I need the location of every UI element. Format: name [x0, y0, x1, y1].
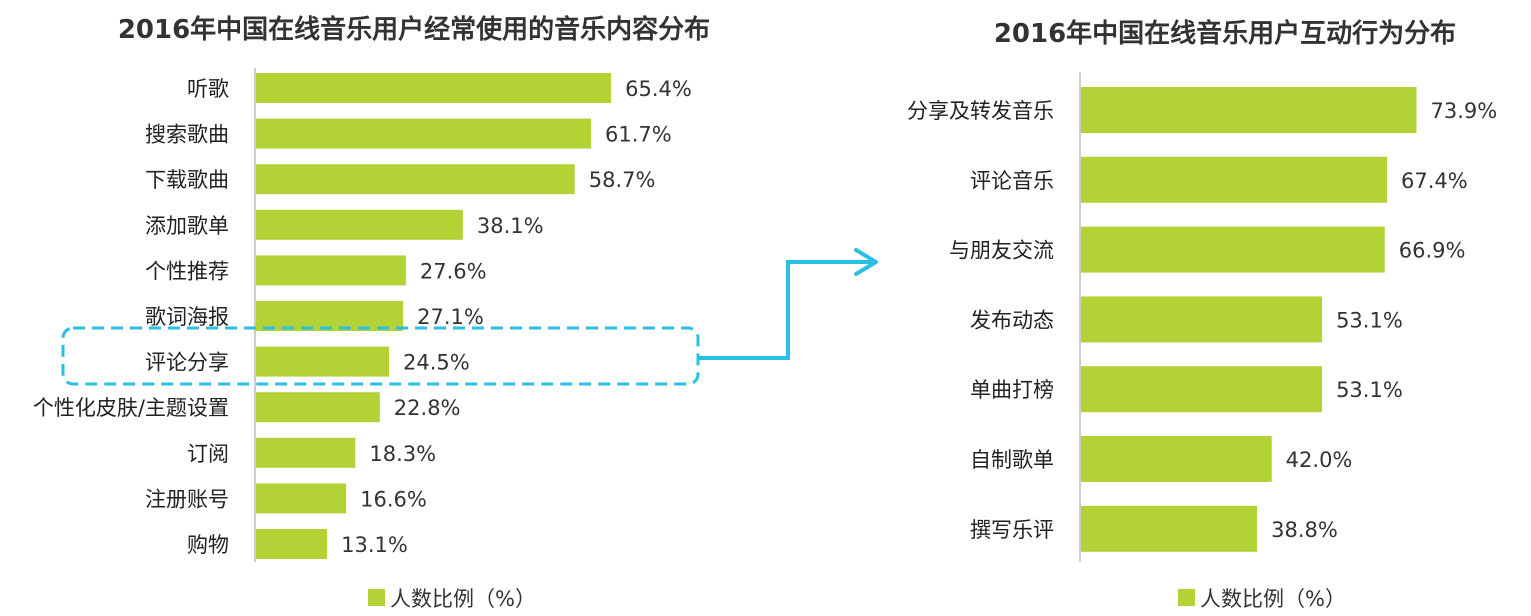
left-category-label: 搜索歌曲: [145, 123, 229, 147]
left-bar: [256, 118, 592, 149]
right-bar: [1081, 505, 1258, 552]
chart-left-title: 2016年中国在线音乐用户经常使用的音乐内容分布: [118, 14, 710, 45]
left-bar: [256, 73, 612, 103]
arrow-head-icon: [854, 248, 878, 276]
left-bar: [256, 164, 575, 195]
left-bar: [256, 437, 356, 468]
right-bar: [1081, 296, 1323, 343]
left-value-label: 24.5%: [403, 351, 470, 375]
left-value-label: 16.6%: [360, 487, 427, 511]
right-legend-swatch: [1178, 589, 1195, 606]
right-bar: [1081, 366, 1323, 413]
left-value-label: 65.4%: [625, 77, 692, 101]
right-value-label: 66.9%: [1399, 239, 1466, 263]
right-bars-group: 分享及转发音乐 73.9% 评论音乐 67.4% 与朋友交流 66.9% 发布动态 53.1%…: [907, 87, 1497, 552]
right-value-label: 67.4%: [1401, 169, 1468, 193]
right-value-label: 42.0%: [1286, 448, 1353, 472]
right-category-label: 撰写乐评: [970, 518, 1054, 542]
right-category-label: 与朋友交流: [949, 239, 1054, 263]
right-category-label: 评论音乐: [970, 169, 1054, 193]
right-value-label: 53.1%: [1336, 378, 1403, 402]
right-value-label: 38.8%: [1271, 518, 1338, 542]
left-value-label: 27.6%: [420, 259, 487, 283]
left-bars-group: 听歌 65.4% 搜索歌曲 61.7% 下载歌曲 58.7% 添加歌单 38.1% 个性推荐 27…: [33, 73, 692, 559]
left-category-label: 添加歌单: [145, 214, 229, 238]
right-bar: [1081, 156, 1387, 203]
left-bar: [256, 209, 463, 240]
left-value-label: 61.7%: [605, 123, 672, 147]
right-value-label: 73.9%: [1431, 99, 1498, 123]
left-bar: [256, 529, 328, 559]
right-category-label: 分享及转发音乐: [907, 99, 1054, 123]
left-bar: [256, 255, 406, 286]
left-category-label: 个性推荐: [145, 259, 229, 283]
left-category-label: 歌词海报: [145, 305, 229, 329]
left-legend-swatch: [368, 589, 385, 606]
right-category-label: 发布动态: [970, 308, 1054, 332]
left-legend-label: 人数比例（%）: [390, 587, 536, 611]
left-category-label: 订阅: [187, 442, 229, 466]
left-value-label: 38.1%: [477, 214, 544, 238]
left-value-label: 22.8%: [394, 396, 461, 420]
right-bar: [1081, 436, 1272, 482]
left-bar: [256, 346, 390, 377]
left-category-label: 个性化皮肤/主题设置: [33, 396, 229, 420]
left-bar: [256, 483, 347, 514]
left-category-label: 评论分享: [145, 351, 229, 375]
connector-arrow-line: [698, 260, 872, 360]
left-category-label: 听歌: [187, 77, 229, 101]
left-value-label: 58.7%: [589, 168, 656, 192]
left-bar: [256, 301, 404, 331]
chart-right-title: 2016年中国在线音乐用户互动行为分布: [994, 18, 1456, 49]
right-category-label: 单曲打榜: [970, 378, 1054, 402]
left-value-label: 27.1%: [417, 305, 484, 329]
left-category-label: 下载歌曲: [145, 168, 229, 192]
right-value-label: 53.1%: [1336, 308, 1403, 332]
right-category-label: 自制歌单: [970, 448, 1054, 472]
left-value-label: 18.3%: [369, 442, 436, 466]
right-legend-label: 人数比例（%）: [1200, 587, 1346, 611]
right-bar: [1081, 87, 1417, 133]
left-value-label: 13.1%: [341, 533, 408, 557]
right-bar: [1081, 226, 1385, 273]
left-category-label: 注册账号: [145, 487, 229, 511]
left-category-label: 购物: [187, 533, 229, 557]
left-bar: [256, 392, 380, 423]
